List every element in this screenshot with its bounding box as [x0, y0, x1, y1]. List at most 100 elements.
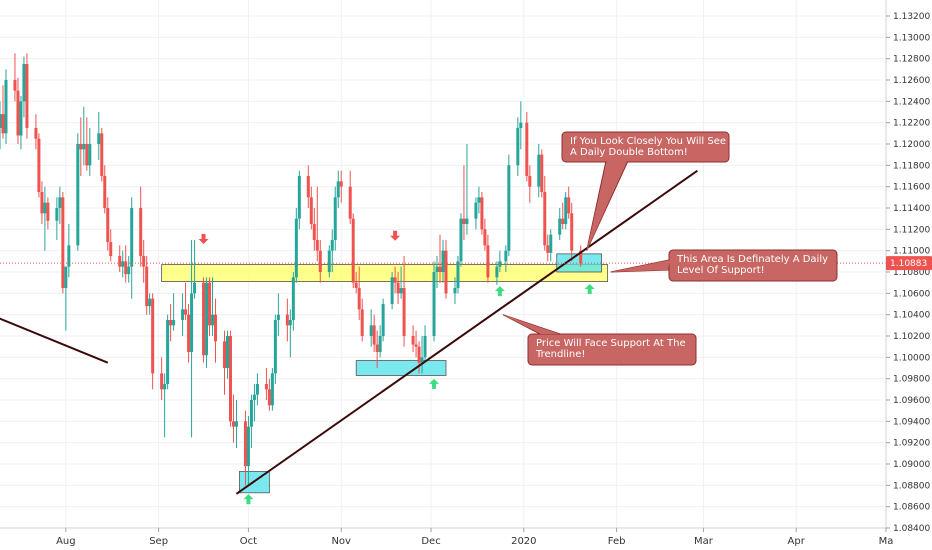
- candle-body: [507, 165, 511, 251]
- candle-body: [1, 114, 5, 134]
- candle-body: [225, 336, 229, 368]
- callout-text-line: Price Will Face Support At The: [536, 338, 686, 349]
- callout-box: [668, 249, 838, 282]
- x-tick-label: 2020: [511, 536, 536, 547]
- y-tick-label: 1.11400: [893, 204, 930, 214]
- arrow-up-icon: [494, 286, 505, 297]
- candle-body: [43, 202, 47, 214]
- candle-body: [498, 261, 502, 267]
- y-tick-label: 1.10000: [893, 353, 930, 363]
- candle-body: [25, 64, 29, 128]
- candle-body: [88, 144, 92, 166]
- candle-body: [570, 213, 574, 251]
- candle-body: [399, 288, 403, 294]
- candle-body: [360, 309, 364, 336]
- candle-body: [330, 240, 334, 251]
- candle-body: [61, 197, 65, 288]
- candle-body: [151, 298, 155, 374]
- y-tick-label: 1.11600: [893, 183, 930, 193]
- candle-body: [190, 293, 194, 352]
- candle-body: [396, 282, 400, 294]
- candle-body: [549, 234, 553, 253]
- arrows-layer: [198, 230, 595, 505]
- callout-text-line: A Daily Double Bottom!: [570, 147, 688, 158]
- candle-body: [205, 282, 209, 356]
- current-price-tag-box: [886, 256, 932, 271]
- candle-body: [354, 282, 358, 288]
- candle-body: [504, 250, 508, 262]
- arrow-down-icon: [390, 230, 401, 241]
- candle-body: [234, 421, 238, 427]
- candle-body: [273, 320, 277, 374]
- y-tick-label: 1.08800: [893, 481, 930, 491]
- x-tick-label: Dec: [421, 536, 440, 547]
- candle-body: [528, 176, 532, 187]
- candle-body: [228, 336, 232, 422]
- candle-body: [145, 266, 149, 307]
- y-tick-label: 1.09800: [893, 375, 930, 385]
- x-tick-label: Aug: [56, 536, 76, 547]
- y-tick-label: 1.13200: [893, 12, 930, 22]
- candle-body: [76, 144, 80, 246]
- candle-body: [564, 197, 568, 224]
- candle-body: [561, 218, 565, 224]
- x-axis-ticks[interactable]: Aug Sep Oct Nov Dec 2020 Feb Mar Apr Ma: [56, 528, 893, 547]
- y-tick-label: 1.13000: [893, 33, 930, 43]
- candle-body: [267, 389, 271, 406]
- candle-body: [486, 245, 490, 278]
- candle-body: [315, 240, 319, 251]
- candle-body: [390, 277, 394, 304]
- candle-body: [82, 144, 86, 150]
- candle-body: [306, 176, 310, 198]
- candle-body: [483, 229, 487, 246]
- candles-layer: [0, 53, 583, 486]
- candle-body: [166, 320, 170, 384]
- candle-body: [309, 197, 313, 224]
- candle-body: [100, 133, 104, 176]
- candle-body: [160, 373, 164, 390]
- candle-body: [369, 325, 373, 336]
- candle-body: [16, 90, 20, 136]
- current-price-tag: 1.10883: [886, 256, 932, 271]
- y-tick-label: 1.08600: [893, 503, 930, 513]
- candle-body: [432, 272, 436, 336]
- candle-body: [67, 245, 71, 267]
- y-tick-label: 1.10800: [893, 268, 930, 278]
- candle-body: [211, 314, 215, 326]
- candle-body: [231, 421, 235, 427]
- candle-body: [255, 384, 259, 395]
- candle-body: [339, 181, 343, 187]
- callout-box: [527, 333, 697, 366]
- y-tick-label: 1.12000: [893, 140, 930, 150]
- candle-body: [381, 304, 385, 336]
- candle-body: [19, 101, 23, 136]
- callout-pointer-fill: [586, 161, 627, 251]
- x-tick-label: Oct: [240, 536, 257, 547]
- candle-body: [465, 218, 469, 224]
- candle-body: [22, 64, 26, 102]
- candle-body: [97, 133, 101, 144]
- x-tick-label: Mar: [694, 536, 714, 547]
- candle-body: [4, 80, 8, 134]
- candle-body: [127, 266, 131, 275]
- candle-body: [58, 197, 62, 208]
- candle-body: [546, 245, 550, 253]
- candle-body: [537, 154, 541, 187]
- candle-body: [243, 421, 247, 467]
- trendline: [235, 169, 698, 495]
- candle-body: [270, 373, 274, 406]
- candle-body: [181, 309, 185, 320]
- candle-body: [40, 192, 44, 214]
- callout-text-line: This Area Is Definately A Daily: [676, 254, 828, 265]
- candle-body: [288, 320, 292, 326]
- y-tick-label: 1.11800: [893, 161, 930, 171]
- candle-body: [64, 266, 68, 288]
- candle-body: [13, 80, 17, 91]
- candle-body: [519, 122, 523, 128]
- arrow-up-icon: [243, 494, 254, 505]
- candle-body: [558, 218, 562, 235]
- candle-body: [441, 250, 445, 272]
- x-tick-label: Apr: [788, 536, 806, 547]
